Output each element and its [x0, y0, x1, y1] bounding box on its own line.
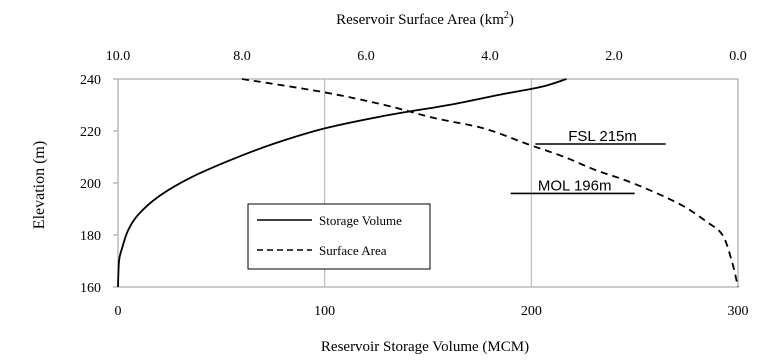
- x-top-tick-label: 4.0: [481, 49, 499, 64]
- x-bottom-tick-label: 0: [115, 304, 122, 319]
- x-top-tick-label: 0.0: [729, 49, 747, 64]
- series-layer: [117, 78, 739, 288]
- annotation-label: FSL 215m: [568, 128, 637, 145]
- x-bottom-tick-label: 100: [314, 304, 335, 319]
- x-top-tick-label: 2.0: [605, 49, 623, 64]
- legend: Storage Volume Surface Area: [247, 203, 431, 270]
- x-top-tick-label: 10.0: [106, 49, 131, 64]
- annotation-label: MOL 196m: [538, 177, 612, 194]
- y-tick-label: 160: [80, 281, 101, 296]
- y-tick-label: 180: [80, 229, 101, 244]
- series-line-storage-volume: [117, 78, 567, 288]
- x-bottom-tick-label: 200: [521, 304, 542, 319]
- annotation-layer: FSL 215m MOL 196m: [510, 128, 666, 194]
- y-tick-label: 200: [80, 177, 101, 192]
- bottom-axis-title: Reservoir Storage Volume (MCM): [321, 339, 529, 355]
- x-bottom-tick-label: 300: [728, 304, 749, 319]
- x-top-tick-label: 8.0: [233, 49, 251, 64]
- legend-box: [247, 203, 431, 270]
- ticks-layer: 0 100 200 300 10.0 8.0 6.0 4.0 2.0 0.0 160 180 200 22…: [80, 49, 749, 319]
- x-top-tick-label: 6.0: [357, 49, 375, 64]
- series-line-surface-area: [241, 78, 739, 288]
- y-tick-label: 220: [80, 125, 101, 140]
- top-axis-title: Reservoir Surface Area (km2): [336, 10, 514, 28]
- y-tick-label: 240: [80, 73, 101, 88]
- legend-label-surface-area: Surface Area: [319, 243, 387, 258]
- left-axis-title: Elevation (m): [31, 141, 48, 229]
- legend-label-storage-volume: Storage Volume: [319, 213, 402, 228]
